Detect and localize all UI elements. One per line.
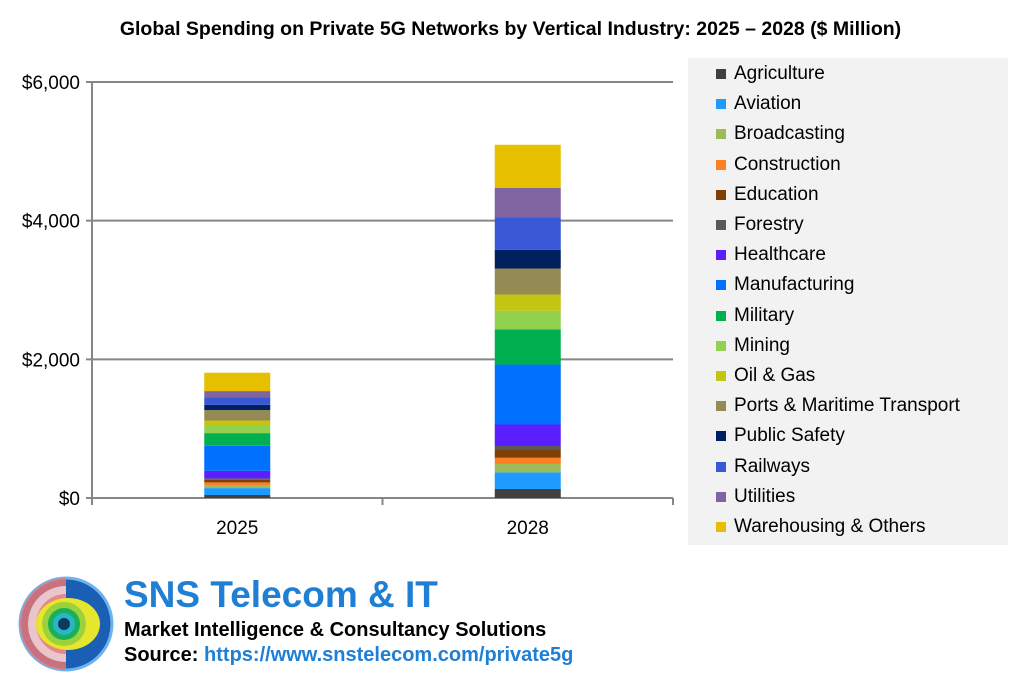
legend-item: Mining: [716, 335, 790, 357]
legend-item: Agriculture: [716, 63, 825, 85]
legend-item: Broadcasting: [716, 123, 845, 145]
y-tick-label: $0: [59, 489, 80, 510]
legend-item: Warehousing & Others: [716, 516, 926, 538]
legend-swatch: [716, 491, 726, 502]
legend-swatch: [716, 189, 726, 200]
legend-item: Manufacturing: [716, 274, 854, 296]
bar-segment-public-safety-2025: [204, 404, 271, 411]
y-tick-label: $6,000: [22, 73, 80, 94]
tagline: Market Intelligence & Consultancy Soluti…: [124, 619, 547, 641]
legend-label: Education: [734, 183, 819, 205]
legend-item: Education: [716, 184, 819, 206]
legend-label: Broadcasting: [734, 123, 845, 145]
legend-label: Agriculture: [734, 63, 825, 84]
y-tick-label: $2,000: [22, 350, 80, 371]
legend-swatch: [716, 310, 726, 321]
legend-swatch: [716, 401, 726, 412]
legend-swatch: [716, 340, 726, 351]
bar-segment-railways-2025: [204, 397, 271, 405]
bar-segment-forestry-2028: [494, 446, 561, 450]
legend-label: Healthcare: [734, 244, 826, 266]
bar-segment-military-2025: [204, 433, 271, 446]
legend-item: Military: [716, 305, 794, 327]
bar-segment-utilities-2025: [204, 391, 271, 398]
bar-segment-construction-2028: [494, 457, 561, 465]
bar-segment-education-2028: [494, 449, 561, 458]
bar-segment-construction-2025: [204, 482, 271, 486]
bar-segment-railways-2028: [494, 217, 561, 250]
legend-item: Construction: [716, 154, 841, 176]
legend-swatch: [716, 280, 726, 291]
legend-label: Aviation: [734, 93, 802, 115]
legend-label: Mining: [734, 334, 790, 356]
legend-swatch: [716, 371, 726, 381]
bar-segment-oil-gas-2025: [204, 420, 271, 426]
legend-label: Ports & Maritime Transport: [734, 395, 960, 417]
bar-segment-public-safety-2028: [494, 249, 561, 269]
bar-segment-military-2028: [494, 329, 561, 365]
bar-segment-healthcare-2028: [494, 424, 561, 446]
x-tick-label: 2028: [507, 518, 549, 539]
legend-label: Manufacturing: [734, 274, 855, 296]
legend-item: Aviation: [716, 93, 801, 115]
legend-label: Utilities: [734, 485, 796, 507]
legend-label: Warehousing & Others: [734, 516, 926, 537]
legend-item: Oil & Gas: [716, 365, 815, 387]
bar-segment-warehousing-others-2028: [494, 144, 561, 188]
source-label: Source:: [124, 644, 199, 666]
bar-segment-manufacturing-2025: [204, 445, 271, 471]
bar-segment-agriculture-2028: [494, 488, 561, 498]
sns-globe-logo: [18, 576, 114, 672]
legend-swatch: [716, 461, 726, 472]
bar-segment-ports-maritime-transport-2025: [204, 410, 271, 421]
legend-item: Healthcare: [716, 244, 826, 266]
legend-swatch: [716, 431, 726, 442]
stacked-bar-chart: $0 $2,000 $4,000 $6,000 2025 2028: [22, 73, 674, 539]
legend: Agriculture Aviation Broadcasting Construct…: [688, 58, 1008, 545]
legend-swatch: [716, 99, 726, 110]
bar-segment-broadcasting-2028: [494, 464, 561, 473]
legend-label: Forestry: [734, 214, 804, 235]
source-link[interactable]: https://www.snstelecom.com/private5g: [204, 644, 574, 666]
bar-segment-mining-2025: [204, 425, 271, 434]
legend-item: Forestry: [716, 214, 804, 236]
bar-segment-utilities-2028: [494, 187, 561, 218]
y-tick-label: $4,000: [22, 212, 80, 233]
bar-segment-aviation-2025: [204, 488, 271, 496]
legend-label: Construction: [734, 153, 841, 175]
bar-segment-healthcare-2025: [204, 470, 271, 479]
legend-label: Oil & Gas: [734, 365, 816, 386]
brand-name: SNS Telecom & IT: [124, 574, 438, 615]
bar-segment-aviation-2028: [494, 472, 561, 489]
bar-segment-warehousing-others-2025: [204, 372, 271, 392]
legend-item: Utilities: [716, 486, 795, 508]
bar-segment-mining-2028: [494, 310, 561, 330]
x-tick-label: 2025: [216, 518, 258, 539]
bar-segment-ports-maritime-transport-2028: [494, 268, 561, 295]
bar-segment-forestry-2025: [204, 478, 271, 480]
bar-segment-agriculture-2025: [204, 495, 271, 498]
legend-label: Railways: [734, 455, 811, 477]
bar-segment-education-2025: [204, 479, 271, 483]
chart-title: Global Spending on Private 5G Networks b…: [119, 18, 902, 40]
legend-label: Military: [734, 304, 795, 326]
legend-swatch: [716, 129, 726, 140]
legend-swatch: [716, 159, 726, 170]
legend-swatch: [716, 220, 726, 230]
legend-swatch: [716, 69, 726, 79]
legend-swatch: [716, 522, 726, 532]
bar-segment-manufacturing-2028: [494, 364, 561, 425]
bar-segment-broadcasting-2025: [204, 485, 271, 489]
legend-label: Public Safety: [734, 425, 845, 447]
bar-segment-oil-gas-2028: [494, 294, 561, 311]
source-line: Source: https://www.snstelecom.com/priva…: [124, 644, 573, 667]
legend-swatch: [716, 250, 726, 261]
legend-item: Railways: [716, 456, 810, 478]
legend-item: Ports & Maritime Transport: [716, 395, 960, 417]
legend-item: Public Safety: [716, 425, 845, 447]
